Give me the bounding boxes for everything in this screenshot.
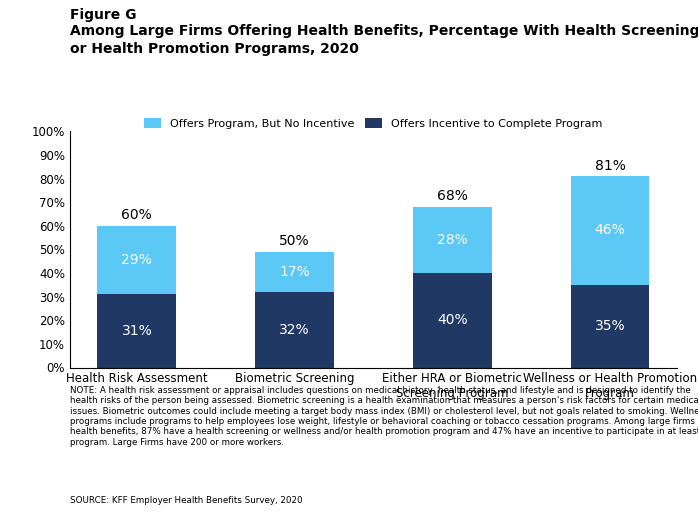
Text: Among Large Firms Offering Health Benefits, Percentage With Health Screening or : Among Large Firms Offering Health Benefi… — [70, 24, 698, 38]
Bar — [413, 273, 491, 368]
Bar — [98, 226, 177, 294]
Text: 17%: 17% — [279, 265, 310, 279]
Text: 35%: 35% — [595, 319, 625, 333]
Bar — [413, 207, 491, 273]
Bar — [255, 292, 334, 368]
Text: 68%: 68% — [437, 190, 468, 203]
Bar — [570, 285, 649, 368]
Bar — [570, 176, 649, 285]
Text: or Health Promotion Programs, 2020: or Health Promotion Programs, 2020 — [70, 42, 359, 56]
Text: 46%: 46% — [595, 224, 625, 237]
Legend: Offers Program, But No Incentive, Offers Incentive to Complete Program: Offers Program, But No Incentive, Offers… — [144, 119, 602, 129]
Text: NOTE: A health risk assessment or appraisal includes questions on medical histor: NOTE: A health risk assessment or apprai… — [70, 386, 698, 447]
Text: Figure G: Figure G — [70, 8, 136, 22]
Bar — [98, 294, 177, 367]
Text: 29%: 29% — [121, 253, 152, 267]
Text: SOURCE: KFF Employer Health Benefits Survey, 2020: SOURCE: KFF Employer Health Benefits Sur… — [70, 496, 302, 505]
Text: 32%: 32% — [279, 323, 310, 337]
Text: 40%: 40% — [437, 313, 468, 327]
Bar — [255, 251, 334, 292]
Text: 31%: 31% — [121, 324, 152, 338]
Text: 81%: 81% — [595, 159, 625, 173]
Text: 60%: 60% — [121, 208, 152, 222]
Text: 28%: 28% — [437, 233, 468, 247]
Text: 50%: 50% — [279, 234, 310, 248]
